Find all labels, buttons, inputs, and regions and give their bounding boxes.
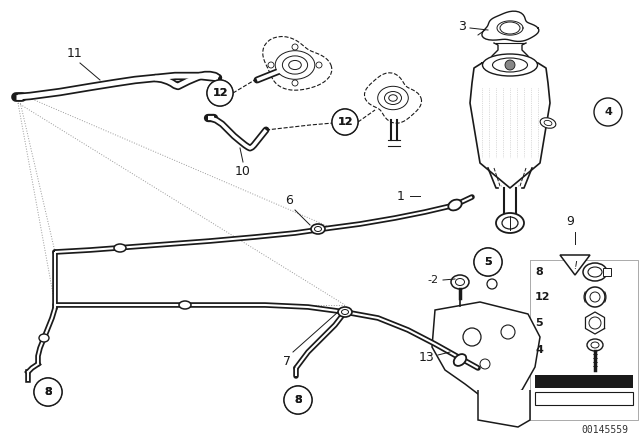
Polygon shape (263, 36, 332, 90)
Ellipse shape (114, 244, 126, 252)
Text: 9: 9 (566, 215, 574, 228)
Polygon shape (586, 312, 605, 334)
Polygon shape (560, 255, 590, 275)
Bar (535, 375, 633, 388)
Circle shape (292, 44, 298, 50)
Text: 11: 11 (67, 47, 83, 60)
Circle shape (487, 279, 497, 289)
Text: 8: 8 (44, 387, 52, 397)
Circle shape (34, 378, 62, 406)
Ellipse shape (314, 227, 321, 232)
Circle shape (332, 109, 358, 135)
Circle shape (332, 109, 358, 135)
Circle shape (501, 325, 515, 339)
Ellipse shape (454, 354, 467, 366)
Text: 4: 4 (604, 107, 612, 117)
Circle shape (207, 80, 233, 106)
Text: -2: -2 (428, 275, 439, 285)
Text: 4: 4 (535, 345, 543, 355)
Ellipse shape (378, 86, 408, 110)
Ellipse shape (493, 58, 527, 72)
Ellipse shape (540, 118, 556, 128)
Circle shape (284, 386, 312, 414)
Polygon shape (478, 390, 530, 427)
Circle shape (316, 62, 322, 68)
Text: 5: 5 (535, 318, 543, 328)
Text: 12: 12 (337, 117, 353, 127)
Text: 3: 3 (458, 20, 466, 33)
Text: 5: 5 (484, 257, 492, 267)
Circle shape (505, 60, 515, 70)
Ellipse shape (448, 200, 461, 211)
Ellipse shape (179, 301, 191, 309)
Ellipse shape (275, 51, 315, 79)
Ellipse shape (588, 267, 602, 277)
Polygon shape (470, 57, 550, 188)
Text: 8: 8 (294, 395, 302, 405)
Text: 8: 8 (44, 387, 52, 397)
Ellipse shape (388, 95, 397, 101)
Text: 6: 6 (285, 194, 293, 207)
Circle shape (594, 98, 622, 126)
Ellipse shape (502, 217, 518, 229)
Circle shape (34, 378, 62, 406)
Ellipse shape (311, 224, 325, 234)
Text: 10: 10 (235, 165, 251, 178)
Polygon shape (365, 73, 422, 123)
Text: 5: 5 (484, 257, 492, 267)
Circle shape (268, 62, 274, 68)
Text: 8: 8 (535, 267, 543, 277)
Circle shape (292, 80, 298, 86)
Polygon shape (482, 11, 539, 41)
Circle shape (463, 328, 481, 346)
Text: 12: 12 (337, 117, 353, 127)
Ellipse shape (583, 263, 607, 281)
Ellipse shape (289, 60, 301, 69)
Circle shape (590, 292, 600, 302)
Ellipse shape (39, 334, 49, 342)
Circle shape (480, 359, 490, 369)
Circle shape (585, 287, 605, 307)
Ellipse shape (500, 22, 520, 34)
Polygon shape (432, 302, 540, 400)
Text: 1: 1 (397, 190, 405, 202)
Ellipse shape (342, 310, 349, 314)
Ellipse shape (338, 307, 352, 317)
Text: !: ! (573, 261, 577, 271)
Text: 12: 12 (212, 88, 228, 98)
Ellipse shape (483, 54, 538, 76)
Circle shape (589, 317, 601, 329)
Ellipse shape (451, 275, 469, 289)
Bar (535, 392, 633, 405)
Ellipse shape (591, 342, 599, 348)
Text: 13: 13 (419, 350, 434, 363)
Ellipse shape (544, 121, 552, 125)
Bar (603, 268, 611, 276)
Ellipse shape (456, 279, 465, 285)
Text: 7: 7 (283, 355, 291, 368)
Text: 12: 12 (535, 292, 550, 302)
Circle shape (284, 386, 312, 414)
Ellipse shape (587, 339, 603, 351)
Ellipse shape (496, 213, 524, 233)
Text: 00145559: 00145559 (581, 425, 628, 435)
Ellipse shape (385, 91, 401, 104)
Ellipse shape (282, 56, 308, 74)
Circle shape (474, 248, 502, 276)
Text: 12: 12 (212, 88, 228, 98)
Circle shape (207, 80, 233, 106)
Circle shape (474, 248, 502, 276)
Text: 8: 8 (294, 395, 302, 405)
